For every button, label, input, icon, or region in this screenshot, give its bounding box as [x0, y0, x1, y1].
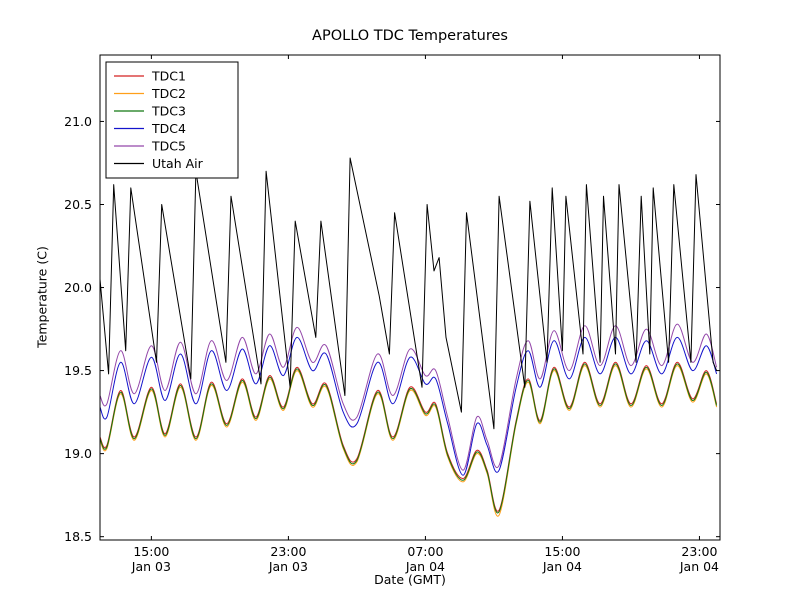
plot-line-tdc4 [100, 336, 718, 476]
x-tick-label: Jan 04 [542, 559, 582, 574]
x-tick-label: 23:00 [270, 544, 306, 559]
y-tick-label: 21.0 [64, 114, 92, 129]
legend-entry-label: TDC1 [151, 69, 186, 84]
x-tick-label: 23:00 [681, 544, 717, 559]
x-tick-label: Jan 03 [268, 559, 308, 574]
x-tick-label: Jan 03 [131, 559, 171, 574]
plot-line-tdc3 [100, 363, 718, 514]
legend-entry-label: TDC5 [151, 139, 186, 154]
x-tick-label: 15:00 [133, 544, 169, 559]
x-tick-label: 07:00 [407, 544, 443, 559]
chart-title: APOLLO TDC Temperatures [312, 28, 508, 44]
plot-line-tdc1 [100, 361, 718, 512]
plot-line-utah-air [100, 157, 718, 430]
y-tick-label: 20.5 [64, 197, 92, 212]
y-tick-label: 20.0 [64, 280, 92, 295]
legend-entry-label: Utah Air [152, 156, 204, 171]
legend-entry-label: TDC2 [151, 86, 186, 101]
x-tick-label: 15:00 [544, 544, 580, 559]
x-tick-label: Jan 04 [679, 559, 719, 574]
legend [105, 61, 239, 179]
legend-entry-label: TDC4 [151, 121, 186, 136]
legend-entry-label: TDC3 [151, 104, 186, 119]
x-tick-label: Jan 04 [405, 559, 445, 574]
plot-border [99, 54, 721, 541]
y-tick-label: 18.5 [64, 529, 92, 544]
x-axis-label: Date (GMT) [374, 572, 446, 587]
y-tick-label: 19.0 [64, 446, 92, 461]
y-tick-label: 19.5 [64, 363, 92, 378]
